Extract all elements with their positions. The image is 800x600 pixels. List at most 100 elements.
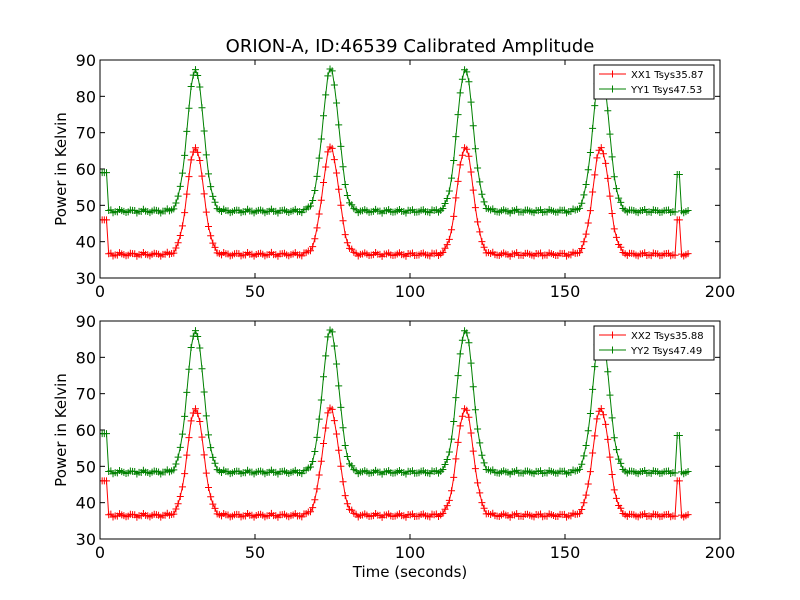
data-point-marker	[341, 442, 349, 450]
y-tick-label: 80	[76, 348, 96, 367]
data-point-marker	[313, 485, 321, 493]
y-tick-label: 90	[76, 312, 96, 331]
data-point-marker	[445, 496, 453, 504]
bottom-chart-panel: 0 50 100 150 200 30 40 50 60 70 80 90 Power in Kelvi…	[52, 312, 735, 581]
data-point-marker	[465, 339, 473, 347]
data-point-marker	[478, 190, 486, 198]
data-point-marker	[469, 447, 477, 455]
data-point-marker	[582, 181, 590, 189]
data-point-marker	[463, 68, 471, 76]
data-point-marker	[443, 241, 451, 249]
data-point-marker	[174, 500, 182, 508]
data-point-marker	[341, 492, 349, 500]
legend: XX1 Tsys35.87 YY1 Tsys47.53	[593, 64, 715, 100]
data-point-marker	[202, 208, 210, 216]
data-point-marker	[450, 157, 458, 165]
data-point-marker	[450, 418, 458, 426]
data-point-marker	[617, 198, 625, 206]
data-point-marker	[185, 104, 193, 112]
data-point-marker	[170, 205, 178, 213]
data-point-marker	[209, 192, 217, 200]
data-point-marker	[311, 496, 319, 504]
data-point-marker	[608, 470, 616, 478]
data-point-marker	[183, 127, 191, 135]
data-point-marker	[181, 209, 189, 217]
data-point-marker	[480, 459, 488, 467]
legend-entry-label: YY1 Tsys47.53	[630, 85, 702, 96]
data-point-marker	[191, 327, 199, 335]
data-point-marker	[463, 145, 471, 153]
data-point-marker	[200, 190, 208, 198]
data-point-marker	[330, 417, 338, 425]
data-point-marker	[465, 152, 473, 160]
y-tick-label: 60	[76, 421, 96, 440]
data-point-marker	[306, 508, 314, 516]
legend-entry-label: YY2 Tsys47.49	[630, 346, 702, 357]
data-point-marker	[576, 249, 584, 257]
data-point-marker	[591, 171, 599, 179]
data-point-marker	[593, 154, 601, 162]
data-point-marker	[185, 365, 193, 373]
data-point-marker	[309, 243, 317, 251]
data-point-marker	[441, 460, 449, 468]
data-point-marker	[200, 388, 208, 396]
data-point-marker	[675, 170, 683, 178]
chart-title: ORION-A, ID:46539 Calibrated Amplitude	[226, 36, 595, 57]
data-point-marker	[445, 235, 453, 243]
data-point-marker	[617, 243, 625, 251]
data-point-marker	[309, 196, 317, 204]
data-point-marker	[183, 451, 191, 459]
data-point-marker	[584, 427, 592, 435]
data-point-marker	[604, 174, 612, 182]
data-point-marker	[337, 403, 345, 411]
data-point-marker	[443, 195, 451, 203]
data-point-marker	[476, 489, 484, 497]
data-point-marker	[458, 151, 466, 159]
data-point-marker	[448, 487, 456, 495]
data-point-marker	[675, 477, 683, 485]
data-point-marker	[439, 248, 447, 256]
data-point-marker	[198, 365, 206, 373]
data-point-marker	[194, 72, 202, 80]
data-point-marker	[671, 208, 679, 216]
data-point-marker	[322, 352, 330, 360]
data-point-marker	[597, 405, 605, 413]
data-point-marker	[684, 511, 692, 519]
data-point-marker	[602, 420, 610, 428]
legend-marker	[609, 346, 616, 354]
data-point-marker	[586, 468, 594, 476]
data-point-marker	[465, 78, 473, 86]
data-point-marker	[174, 239, 182, 247]
data-point-marker	[306, 247, 314, 255]
data-point-marker	[103, 477, 111, 485]
data-point-marker	[467, 98, 475, 106]
data-point-marker	[610, 225, 618, 233]
data-point-marker	[608, 153, 616, 161]
data-point-marker	[103, 216, 111, 224]
data-point-marker	[439, 465, 447, 473]
data-point-marker	[450, 212, 458, 220]
y-axis-label: Power in Kelvin	[52, 373, 70, 487]
data-point-marker	[576, 510, 584, 518]
data-point-marker	[205, 431, 212, 439]
data-point-marker	[606, 130, 614, 138]
x-axis-label: Time (seconds)	[352, 563, 468, 581]
data-point-marker	[593, 415, 601, 423]
data-point-marker	[599, 150, 607, 158]
data-point-marker	[675, 431, 683, 439]
data-point-marker	[480, 243, 488, 251]
data-point-marker	[450, 473, 458, 481]
data-point-marker	[196, 83, 204, 91]
data-point-marker	[589, 124, 597, 132]
data-point-marker	[615, 194, 623, 202]
data-point-marker	[198, 104, 206, 112]
data-point-marker	[176, 232, 184, 240]
data-point-marker	[439, 204, 447, 212]
data-point-marker	[337, 462, 345, 470]
data-point-marker	[684, 467, 692, 475]
data-point-marker	[339, 424, 347, 432]
data-point-marker	[454, 438, 462, 446]
data-point-marker	[178, 169, 186, 177]
x-tick-label: 200	[705, 282, 736, 301]
